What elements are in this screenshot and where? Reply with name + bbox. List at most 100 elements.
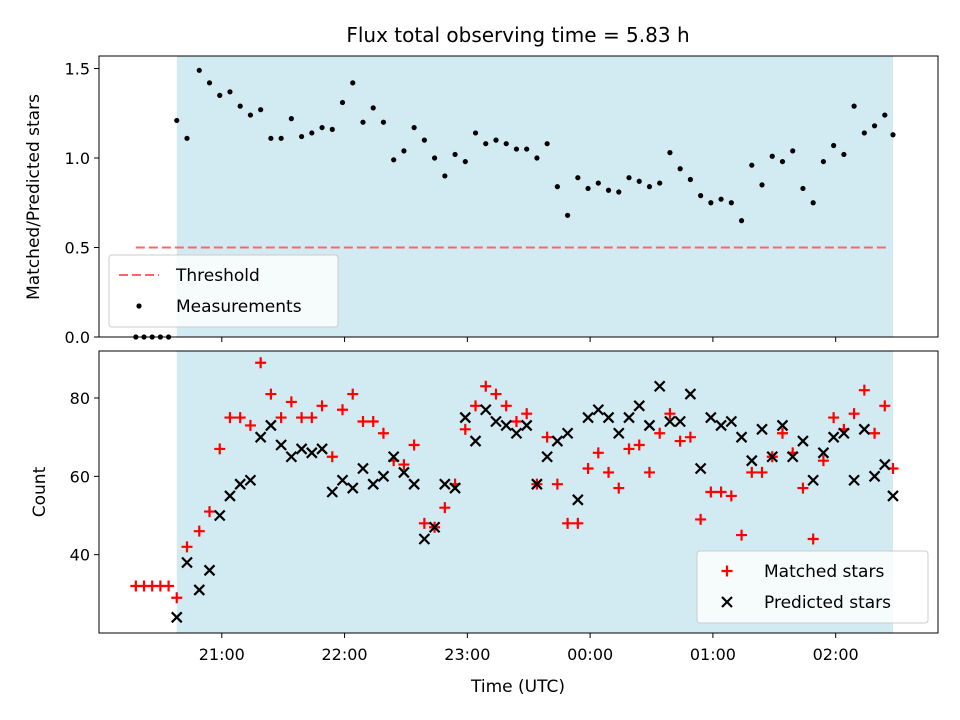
measurements-point bbox=[524, 146, 530, 152]
matched-stars-point bbox=[562, 517, 574, 529]
y-tick-label: 40 bbox=[70, 546, 90, 565]
predicted-stars-point bbox=[387, 450, 400, 463]
predicted-stars-point bbox=[520, 419, 533, 432]
measurements-point bbox=[319, 124, 325, 131]
predicted-stars-point bbox=[776, 419, 789, 432]
predicted-stars-point bbox=[254, 431, 267, 443]
matched-stars-point bbox=[357, 416, 369, 427]
legend-swatch-matched-stars bbox=[721, 565, 733, 577]
measurements-point bbox=[667, 150, 673, 156]
legend: Matched stars Predicted stars bbox=[696, 550, 929, 624]
measurements-point bbox=[738, 218, 745, 224]
measurements-point bbox=[258, 107, 264, 113]
measurements-point bbox=[616, 189, 622, 195]
predicted-stars-point bbox=[244, 474, 257, 487]
measurements-point bbox=[401, 148, 407, 154]
predicted-stars-point bbox=[439, 478, 451, 490]
matched-stars-point bbox=[643, 466, 655, 478]
predicted-stars-point bbox=[715, 419, 727, 432]
predicted-stars-point bbox=[735, 431, 748, 443]
predicted-stars-point bbox=[848, 474, 860, 487]
predicted-stars-point bbox=[479, 403, 492, 416]
predicted-stars-point bbox=[541, 450, 553, 463]
measurements-point bbox=[196, 67, 202, 73]
axes-frame bbox=[98, 350, 939, 634]
matched-stars-point bbox=[480, 380, 492, 392]
matched-stars-point bbox=[470, 400, 482, 412]
measurements-point bbox=[350, 80, 356, 86]
predicted-stars-point bbox=[602, 411, 615, 424]
matched-stars-point bbox=[807, 533, 819, 545]
matched-stars-point bbox=[408, 439, 420, 451]
measurements-point bbox=[657, 180, 663, 186]
measurements-point bbox=[841, 151, 847, 158]
measurements-point bbox=[227, 89, 233, 95]
predicted-stars-point bbox=[633, 400, 646, 412]
measurements-point bbox=[800, 185, 806, 192]
matched-stars-point bbox=[163, 580, 175, 592]
y-axis-label-ratio: Matched/Predicted stars bbox=[24, 94, 44, 300]
measurements-point bbox=[174, 117, 180, 124]
matched-stars-point bbox=[337, 404, 349, 416]
x-axis-label: Time (UTC) bbox=[470, 677, 565, 697]
y-tick-label: 0.5 bbox=[65, 239, 90, 258]
matched-stars-point bbox=[869, 427, 881, 439]
matched-stars-point bbox=[398, 459, 410, 471]
measurements-point bbox=[749, 162, 755, 168]
measurements-point bbox=[149, 334, 155, 340]
predicted-stars-point bbox=[449, 482, 461, 494]
matched-stars-point bbox=[306, 412, 318, 424]
predicted-stars-point bbox=[285, 450, 298, 463]
matched-stars-point bbox=[817, 455, 829, 467]
measurements-point bbox=[421, 137, 427, 143]
legend-label-matched-stars: Matched stars bbox=[764, 562, 884, 582]
measurements-point bbox=[605, 187, 612, 193]
matched-stars-point bbox=[633, 439, 645, 451]
matched-stars-point bbox=[592, 447, 604, 459]
matched-stars-point bbox=[736, 529, 748, 541]
predicted-stars-point bbox=[551, 435, 564, 447]
matched-stars-point bbox=[316, 400, 328, 412]
measurements-point bbox=[452, 151, 458, 158]
matched-stars-point bbox=[623, 443, 635, 455]
y-tick-label: 0.0 bbox=[65, 328, 90, 347]
measurements-point bbox=[462, 158, 468, 165]
x-tick-label: 01:00 bbox=[690, 645, 736, 664]
measurements-point bbox=[677, 166, 683, 172]
predicted-stars-point bbox=[817, 447, 830, 459]
legend-label-measurements: Measurements bbox=[176, 297, 302, 317]
measurements-point bbox=[133, 334, 139, 340]
measurements-point bbox=[442, 173, 448, 179]
predicted-stars-point bbox=[428, 521, 441, 534]
measurements-point bbox=[718, 196, 724, 202]
x-tick-label: 21:00 bbox=[199, 645, 245, 664]
measurements-point bbox=[810, 200, 816, 206]
matched-stars-point bbox=[214, 443, 226, 455]
matched-stars-point bbox=[275, 412, 287, 424]
x-tick-label: 02:00 bbox=[813, 645, 859, 664]
measurements-point bbox=[820, 158, 827, 165]
measurements-point bbox=[575, 175, 581, 181]
measurements-point bbox=[503, 141, 509, 147]
predicted-stars-point bbox=[316, 443, 328, 455]
measurements-point bbox=[708, 200, 714, 206]
matched-stars-point bbox=[255, 357, 267, 369]
measurements-point bbox=[759, 182, 765, 188]
predicted-stars-point bbox=[623, 411, 635, 424]
measurements-point bbox=[432, 155, 438, 161]
matched-stars-point bbox=[193, 525, 205, 537]
measurements-point bbox=[309, 130, 315, 136]
x-tick-label: 00:00 bbox=[567, 645, 613, 664]
measurements-point bbox=[790, 148, 796, 154]
predicted-stars-point bbox=[234, 478, 246, 490]
matched-stars-point bbox=[746, 466, 758, 478]
predicted-stars-point bbox=[398, 466, 410, 479]
measurements-point bbox=[247, 112, 254, 118]
measurements-point bbox=[636, 178, 642, 184]
measurements-point bbox=[165, 334, 172, 340]
matched-stars-point bbox=[347, 388, 359, 400]
predicted-stars-point bbox=[684, 388, 697, 400]
predicted-stars-point bbox=[490, 415, 502, 428]
measurements-point bbox=[871, 123, 878, 129]
